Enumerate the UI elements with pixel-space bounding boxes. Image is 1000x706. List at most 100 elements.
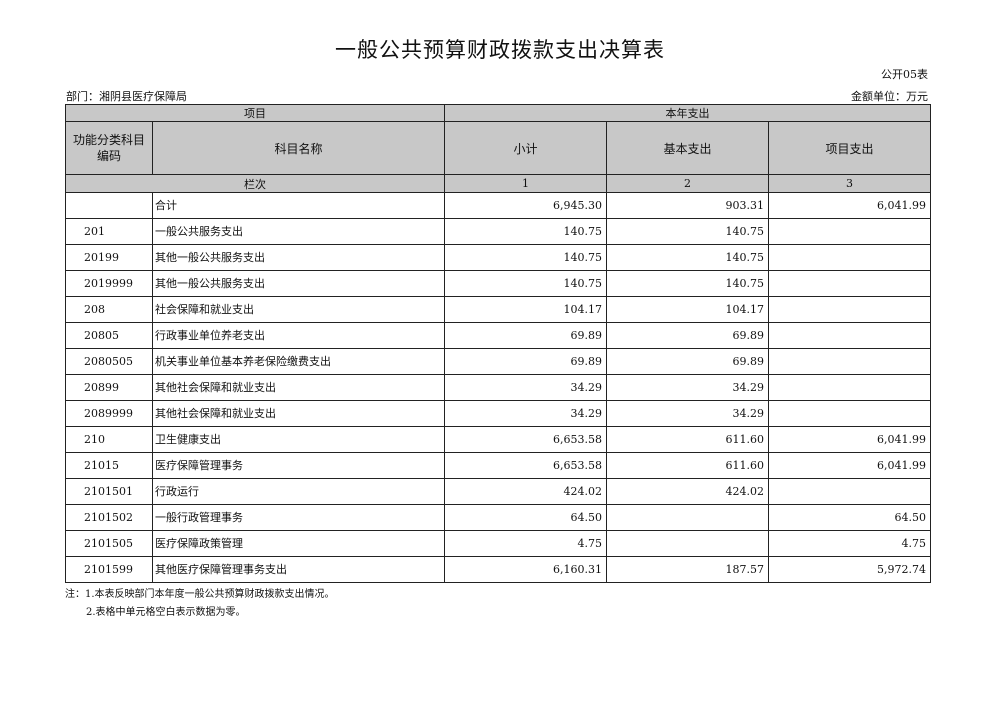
cell-name: 医疗保障政策管理 <box>152 530 445 557</box>
table-row: 合计 6,945.30 903.31 6,041.99 <box>65 192 932 219</box>
form-number: 公开05表 <box>881 68 928 81</box>
cell-basic: 140.75 <box>606 270 769 297</box>
cell-project <box>767 374 932 401</box>
cell-project <box>767 322 932 349</box>
cell-basic: 424.02 <box>606 478 769 505</box>
note-2: 2.表格中单元格空白表示数据为零。 <box>86 607 246 618</box>
cell-subtotal: 140.75 <box>444 244 607 271</box>
header-subtotal: 小计 <box>444 121 607 175</box>
cell-name: 其他社会保障和就业支出 <box>152 400 445 427</box>
header-name: 科目名称 <box>152 121 445 175</box>
table-row: 2101599 其他医疗保障管理事务支出 6,160.31 187.57 5,972.7… <box>65 556 932 583</box>
cell-basic <box>606 530 769 557</box>
table-row: 20805 行政事业单位养老支出 69.89 69.89 <box>65 322 932 349</box>
note-1: 注：1.本表反映部门本年度一般公共预算财政拨款支出情况。 <box>65 589 335 600</box>
cell-subtotal: 6,945.30 <box>444 192 607 219</box>
table-row: 2089999 其他社会保障和就业支出 34.29 34.29 <box>65 400 932 427</box>
header-project: 项目 <box>65 104 445 122</box>
cell-subtotal: 140.75 <box>444 270 607 297</box>
cell-name: 机关事业单位基本养老保险缴费支出 <box>152 348 445 375</box>
cell-project: 6,041.99 <box>767 192 932 219</box>
header-col1: 1 <box>444 174 607 193</box>
cell-project: 4.75 <box>767 530 932 557</box>
cell-name: 其他医疗保障管理事务支出 <box>152 556 445 583</box>
cell-name: 合计 <box>152 192 445 219</box>
cell-code: 210 <box>65 426 153 453</box>
header-row-1: 项目 本年支出 <box>65 104 932 122</box>
cell-project <box>767 478 932 505</box>
cell-project <box>767 218 932 245</box>
cell-name: 社会保障和就业支出 <box>152 296 445 323</box>
cell-subtotal: 104.17 <box>444 296 607 323</box>
cell-project <box>767 348 932 375</box>
header-current-year: 本年支出 <box>443 104 932 122</box>
cell-subtotal: 6,653.58 <box>444 452 607 479</box>
table-row: 2101505 医疗保障政策管理 4.75 4.75 <box>65 530 932 557</box>
cell-subtotal: 69.89 <box>444 322 607 349</box>
cell-subtotal: 34.29 <box>444 374 607 401</box>
table-row: 2101501 行政运行 424.02 424.02 <box>65 478 932 505</box>
header-col3: 3 <box>767 174 932 193</box>
unit-label: 金额单位：万元 <box>851 90 928 103</box>
cell-code: 2101501 <box>65 478 153 505</box>
expenditure-table: 项目 本年支出 功能分类科目编码 科目名称 小计 基本支出 项目支出 栏次 1 … <box>65 104 932 583</box>
cell-code: 20199 <box>65 244 153 271</box>
header-project-expenditure: 项目支出 <box>767 121 932 175</box>
header-code: 功能分类科目编码 <box>65 121 153 175</box>
notes: 注：1.本表反映部门本年度一般公共预算财政拨款支出情况。 2.表格中单元格空白表… <box>65 586 930 622</box>
cell-name: 其他一般公共服务支出 <box>152 244 445 271</box>
cell-subtotal: 140.75 <box>444 218 607 245</box>
cell-name: 卫生健康支出 <box>152 426 445 453</box>
cell-basic: 140.75 <box>606 218 769 245</box>
cell-basic <box>606 504 769 531</box>
table-row: 201 一般公共服务支出 140.75 140.75 <box>65 218 932 245</box>
cell-basic: 69.89 <box>606 348 769 375</box>
cell-project: 64.50 <box>767 504 932 531</box>
cell-code: 208 <box>65 296 153 323</box>
cell-basic: 34.29 <box>606 374 769 401</box>
cell-project <box>767 296 932 323</box>
cell-name: 其他社会保障和就业支出 <box>152 374 445 401</box>
table-row: 20899 其他社会保障和就业支出 34.29 34.29 <box>65 374 932 401</box>
cell-code: 21015 <box>65 452 153 479</box>
cell-basic: 104.17 <box>606 296 769 323</box>
cell-code: 2080505 <box>65 348 153 375</box>
cell-code: 2019999 <box>65 270 153 297</box>
cell-code: 201 <box>65 218 153 245</box>
header-row-index: 栏次 1 2 3 <box>65 174 932 193</box>
table-row: 2101502 一般行政管理事务 64.50 64.50 <box>65 504 932 531</box>
table-row: 208 社会保障和就业支出 104.17 104.17 <box>65 296 932 323</box>
cell-basic: 611.60 <box>606 452 769 479</box>
cell-basic: 187.57 <box>606 556 769 583</box>
department-label: 部门：湘阴县医疗保障局 <box>66 90 187 103</box>
cell-subtotal: 34.29 <box>444 400 607 427</box>
cell-subtotal: 4.75 <box>444 530 607 557</box>
cell-name: 行政事业单位养老支出 <box>152 322 445 349</box>
header-column-index: 栏次 <box>65 174 445 193</box>
cell-project: 5,972.74 <box>767 556 932 583</box>
cell-subtotal: 424.02 <box>444 478 607 505</box>
cell-name: 一般行政管理事务 <box>152 504 445 531</box>
table-row: 210 卫生健康支出 6,653.58 611.60 6,041.99 <box>65 426 932 453</box>
cell-subtotal: 69.89 <box>444 348 607 375</box>
cell-project <box>767 400 932 427</box>
cell-code: 20805 <box>65 322 153 349</box>
page-title: 一般公共预算财政拨款支出决算表 <box>335 38 665 62</box>
cell-code: 2101599 <box>65 556 153 583</box>
cell-subtotal: 6,653.58 <box>444 426 607 453</box>
table-row: 2080505 机关事业单位基本养老保险缴费支出 69.89 69.89 <box>65 348 932 375</box>
cell-basic: 69.89 <box>606 322 769 349</box>
table-row: 2019999 其他一般公共服务支出 140.75 140.75 <box>65 270 932 297</box>
table-row: 20199 其他一般公共服务支出 140.75 140.75 <box>65 244 932 271</box>
cell-code: 2101505 <box>65 530 153 557</box>
cell-project <box>767 270 932 297</box>
cell-basic: 140.75 <box>606 244 769 271</box>
cell-code <box>65 192 153 219</box>
cell-subtotal: 64.50 <box>444 504 607 531</box>
cell-basic: 34.29 <box>606 400 769 427</box>
report-body: 项目 本年支出 功能分类科目编码 科目名称 小计 基本支出 项目支出 栏次 1 … <box>65 104 932 622</box>
header-row-2: 功能分类科目编码 科目名称 小计 基本支出 项目支出 <box>65 121 932 175</box>
cell-basic: 611.60 <box>606 426 769 453</box>
cell-name: 医疗保障管理事务 <box>152 452 445 479</box>
cell-code: 2089999 <box>65 400 153 427</box>
